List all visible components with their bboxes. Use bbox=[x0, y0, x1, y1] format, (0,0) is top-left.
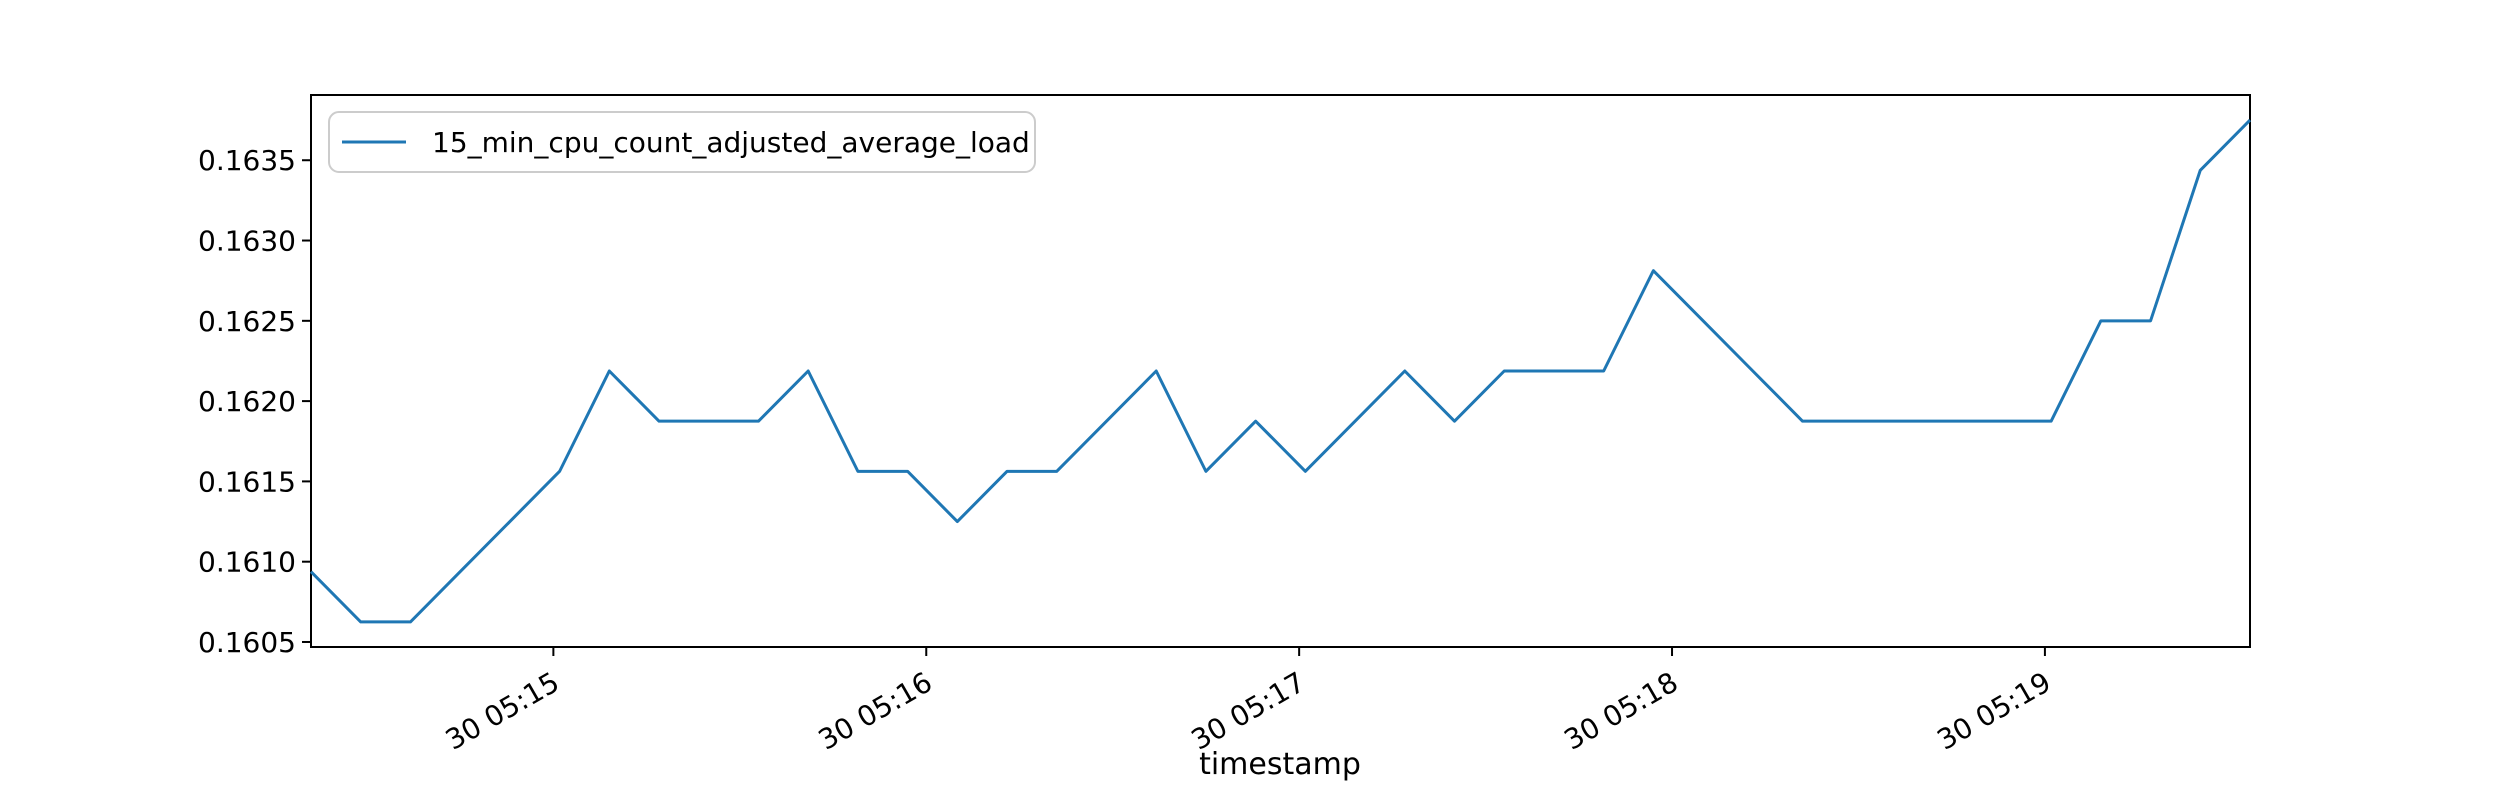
series-line-15-min-cpu-load bbox=[309, 119, 2252, 624]
x-tick-label: 30 05:16 bbox=[813, 665, 938, 756]
x-axis-ticks: 30 05:15 30 05:16 30 05:17 30 05:18 30 05:19 bbox=[440, 647, 2056, 757]
x-tick-label: 30 05:18 bbox=[1559, 665, 1684, 756]
legend: 15_min_cpu_count_adjusted_average_load bbox=[328, 111, 1036, 173]
y-tick-label: 0.1615 bbox=[198, 465, 296, 498]
x-tick-label: 30 05:15 bbox=[440, 665, 565, 756]
legend-box bbox=[328, 111, 1036, 173]
plot-frame bbox=[310, 94, 2251, 648]
x-tick-label: 30 05:17 bbox=[1186, 665, 1311, 756]
y-tick-label: 0.1630 bbox=[198, 225, 296, 258]
y-tick-label: 0.1620 bbox=[198, 385, 296, 418]
x-axis-label: timestamp bbox=[1199, 747, 1361, 782]
legend-label: 15_min_cpu_count_adjusted_average_load bbox=[432, 126, 1030, 159]
y-axis-ticks: 0.1605 0.1610 0.1615 0.1620 0.1625 0.1630 0.16… bbox=[198, 144, 311, 659]
y-tick-label: 0.1605 bbox=[198, 626, 296, 659]
x-tick-label: 30 05:19 bbox=[1931, 665, 2056, 756]
y-tick-label: 0.1610 bbox=[198, 546, 296, 579]
y-tick-label: 0.1625 bbox=[198, 305, 296, 338]
y-tick-label: 0.1635 bbox=[198, 144, 296, 177]
